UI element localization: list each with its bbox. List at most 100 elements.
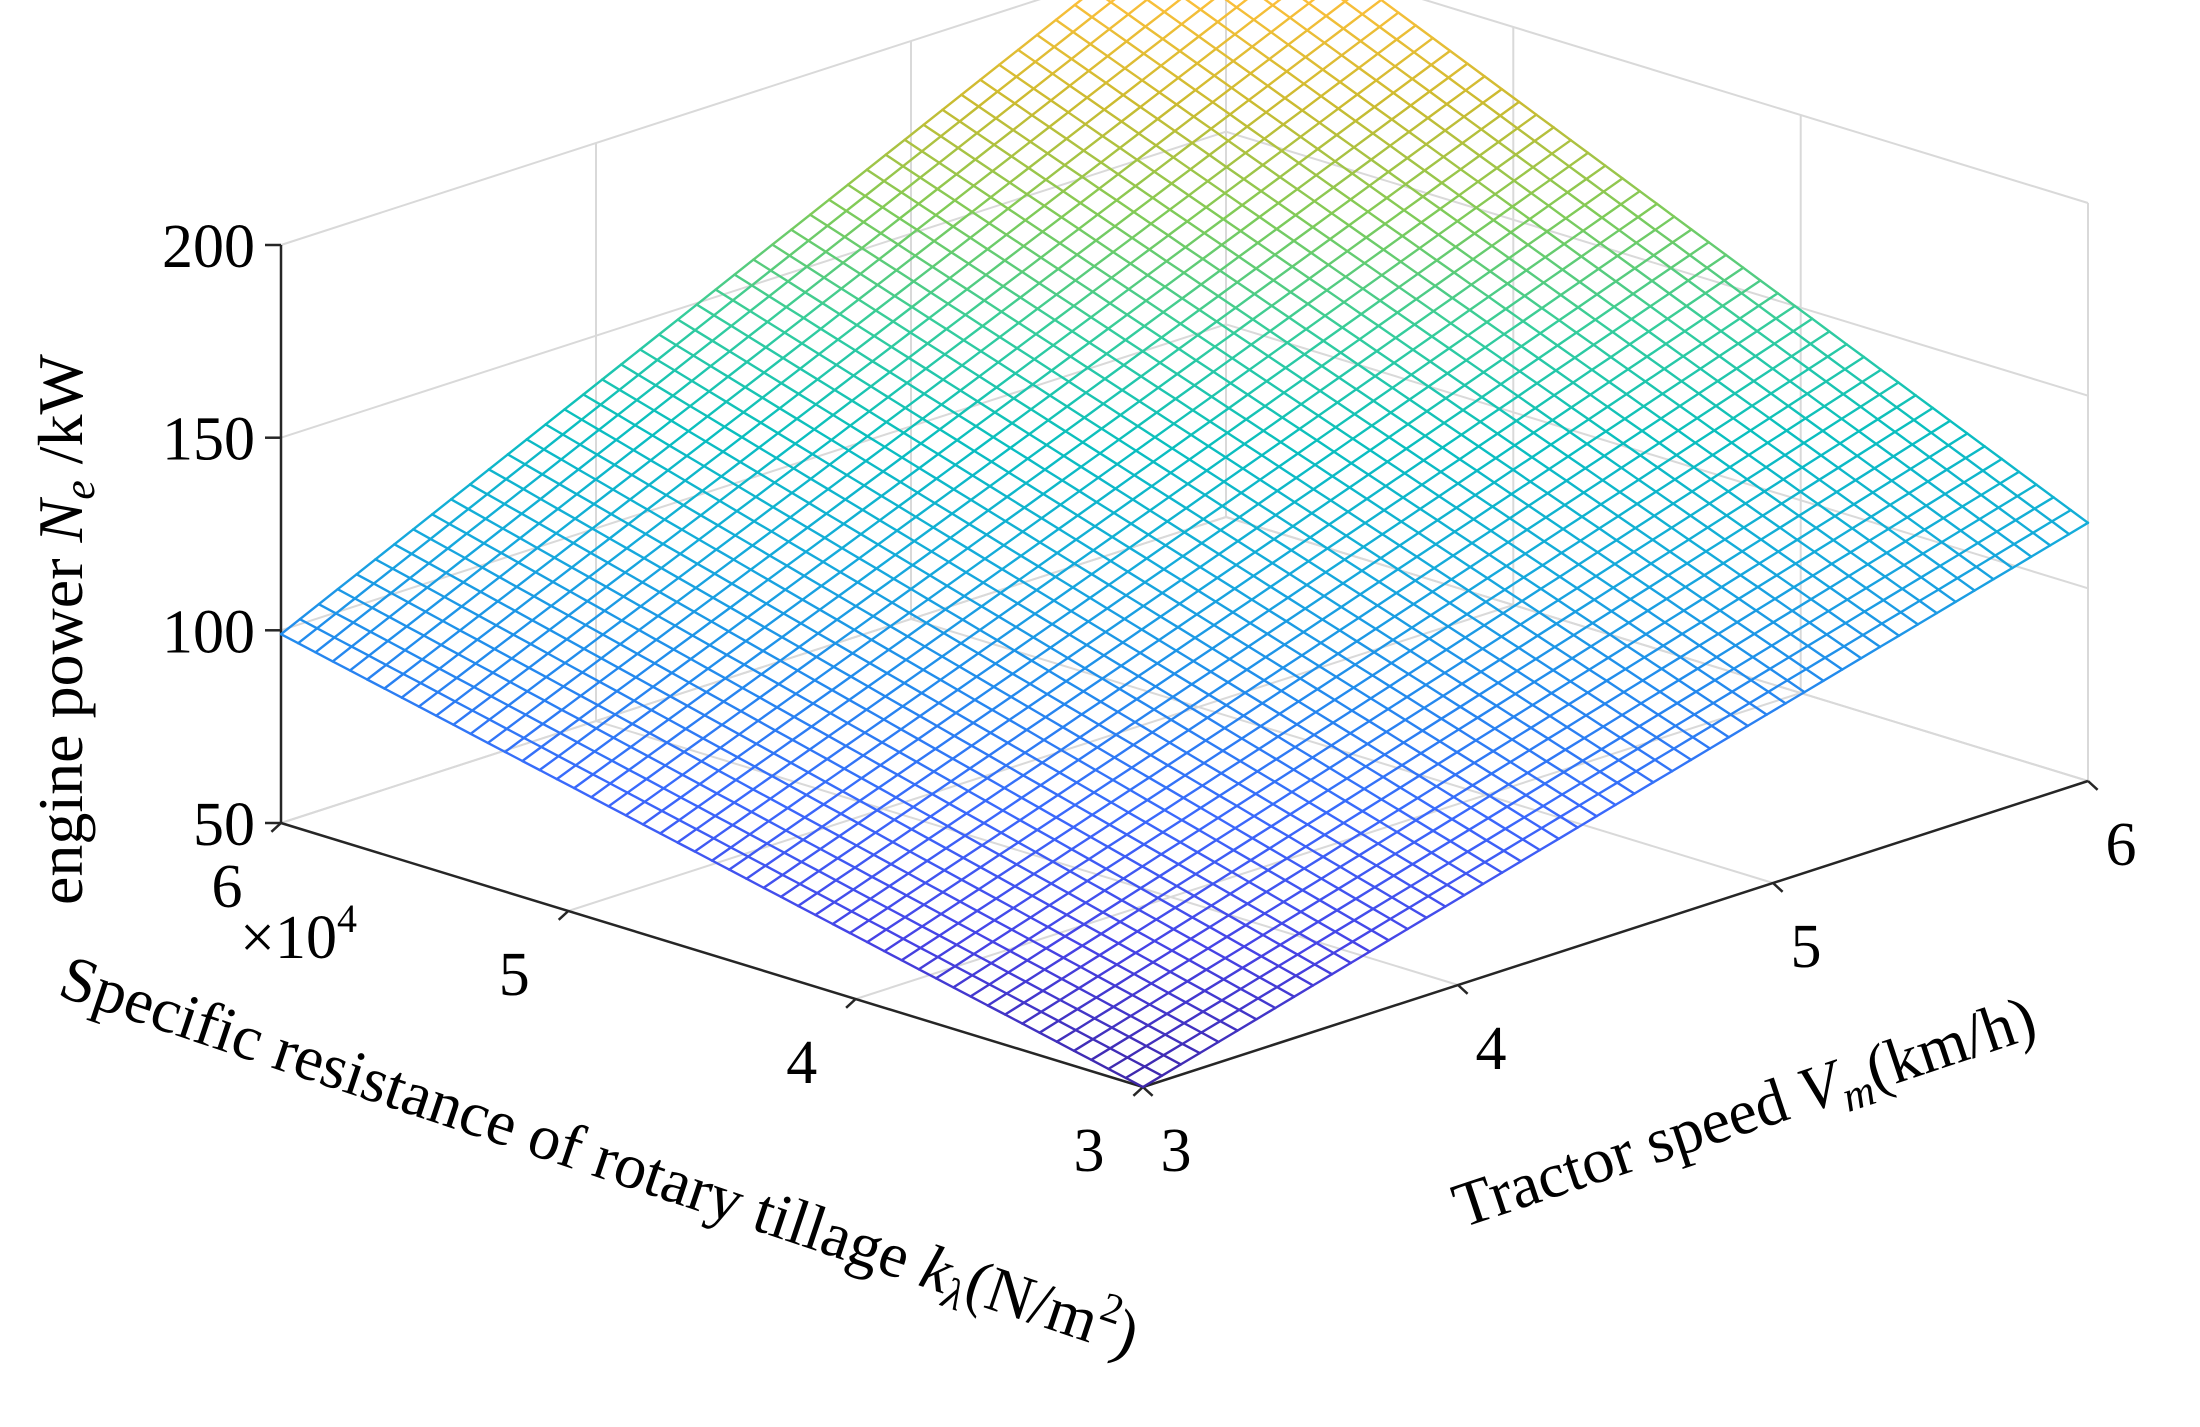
mesh-segment — [1320, 877, 1340, 890]
mesh-segment — [1684, 585, 1704, 600]
mesh-segment — [1151, 949, 1174, 964]
mesh-segment — [1540, 815, 1562, 830]
mesh-segment — [830, 424, 852, 442]
mesh-segment — [1694, 429, 1716, 444]
mesh-segment — [1578, 792, 1600, 807]
mesh-segment — [1091, 801, 1113, 816]
mesh-segment — [582, 633, 605, 650]
mesh-segment — [1006, 192, 1029, 210]
y-axis-line — [280, 821, 1144, 1089]
mesh-segment — [1714, 404, 1735, 420]
mesh-segment — [1017, 841, 1037, 854]
mesh-segment — [593, 736, 615, 753]
mesh-segment — [909, 316, 931, 334]
mesh-segment — [857, 809, 879, 825]
mesh-segment — [1342, 12, 1364, 30]
mesh-segment — [1256, 758, 1278, 773]
mesh-segment — [1448, 601, 1469, 616]
mesh-segment — [648, 718, 670, 735]
mesh-segment — [1146, 260, 1168, 277]
mesh-segment — [1323, 833, 1344, 847]
mesh-segment — [1377, 311, 1399, 328]
mesh-segment — [1086, 879, 1106, 892]
mesh-segment — [1390, 104, 1412, 121]
mesh-segment — [972, 708, 994, 725]
mesh-segment — [1229, 634, 1250, 648]
mesh-segment — [1912, 406, 1935, 422]
mesh-segment — [1099, 687, 1121, 703]
mesh-segment — [1487, 553, 1508, 568]
mesh-segment — [1504, 294, 1526, 311]
mesh-segment — [1184, 493, 1207, 510]
mesh-segment — [1128, 533, 1150, 549]
mesh-segment — [1528, 204, 1550, 221]
mesh-segment — [682, 504, 702, 517]
mesh-segment — [1200, 1031, 1220, 1044]
mesh-segment — [1234, 292, 1256, 309]
mesh-segment — [1335, 897, 1358, 912]
mesh-segment — [1644, 367, 1666, 383]
mesh-segment — [1172, 409, 1195, 425]
mesh-segment — [1785, 429, 1806, 445]
mesh-segment — [963, 834, 984, 847]
mesh-segment — [979, 853, 1001, 869]
mesh-segment — [1733, 392, 1754, 407]
mesh-segment — [770, 516, 792, 533]
mesh-segment — [928, 574, 949, 587]
mesh-segment — [563, 647, 586, 665]
mesh-segment — [1575, 331, 1595, 346]
mesh-segment — [999, 578, 1021, 595]
mesh-segment — [410, 537, 432, 555]
mesh-segment — [1206, 165, 1228, 183]
mesh-segment — [1763, 490, 1783, 505]
mesh-segment — [1104, 630, 1125, 644]
mesh-segment — [1087, 69, 1108, 85]
mesh-segment — [664, 764, 684, 776]
mesh-segment — [1956, 565, 1978, 580]
mesh-segment — [884, 695, 904, 708]
mesh-segment — [556, 507, 577, 520]
mesh-segment — [1244, 418, 1265, 432]
mesh-segment — [788, 771, 810, 787]
mesh-segment — [1530, 456, 1551, 471]
mesh-segment — [1240, 737, 1261, 751]
mesh-segment — [1013, 649, 1033, 662]
mesh-segment — [624, 557, 646, 574]
mesh-segment — [1032, 87, 1053, 102]
mesh-segment — [852, 374, 873, 388]
mesh-segment — [718, 499, 739, 513]
mesh-segment — [1620, 702, 1643, 717]
mesh-segment — [524, 699, 546, 716]
mesh-segment — [1205, 956, 1227, 971]
mesh-segment — [1583, 190, 1605, 207]
mesh-segment — [750, 797, 772, 814]
mesh-segment — [1235, 0, 1249, 9]
mesh-segment — [965, 288, 986, 302]
mesh-segment — [1580, 515, 1601, 530]
mesh-segment — [1745, 466, 1768, 481]
mesh-segment — [1611, 574, 1634, 589]
mesh-segment — [817, 869, 838, 882]
mesh-segment — [1729, 701, 1751, 716]
mesh-segment — [1773, 330, 1795, 345]
mesh-segment — [610, 498, 632, 516]
mesh-segment — [846, 183, 867, 198]
mesh-segment — [1177, 334, 1200, 351]
mesh-segment — [1127, 811, 1147, 824]
mesh-segment — [1029, 916, 1050, 929]
mesh-segment — [1128, 788, 1149, 802]
mesh-segment — [1003, 786, 1023, 799]
mesh-segment — [1228, 645, 1250, 661]
mesh-segment — [1535, 369, 1558, 385]
mesh-segment — [738, 719, 760, 736]
mesh-segment — [945, 571, 968, 587]
mesh-segment — [1447, 62, 1469, 79]
mesh-segment — [988, 207, 1010, 225]
mesh-segment — [1119, 400, 1141, 417]
mesh-segment — [1455, 493, 1477, 509]
mesh-segment — [1492, 205, 1514, 222]
mesh-segment — [568, 575, 591, 593]
mesh-segment — [1208, 139, 1230, 157]
mesh-segment — [943, 353, 964, 367]
mesh-segment — [1631, 292, 1652, 308]
